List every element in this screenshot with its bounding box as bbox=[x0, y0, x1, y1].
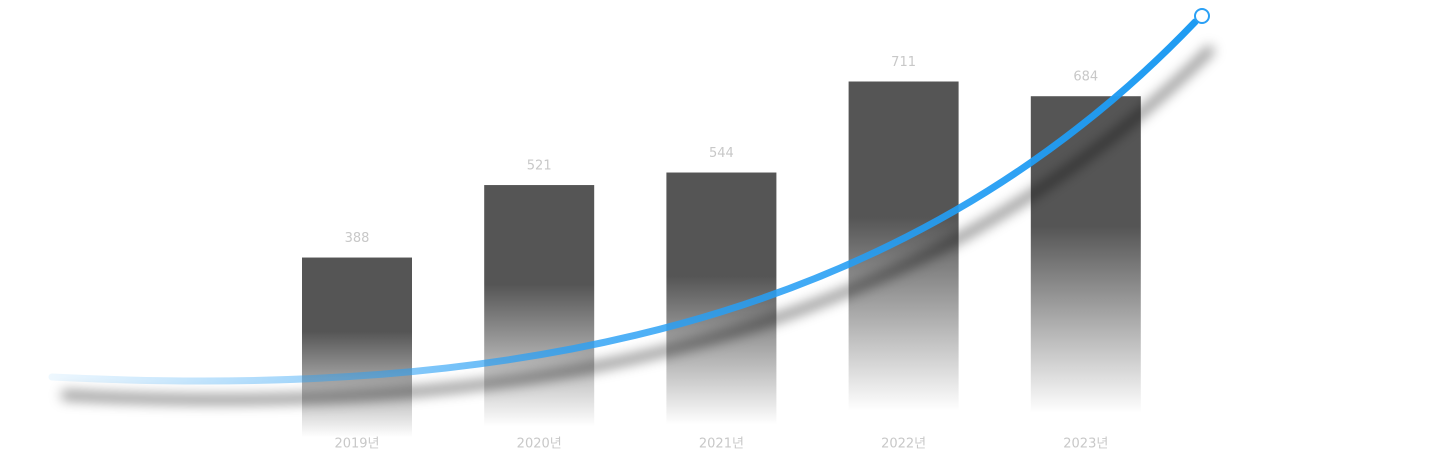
x-tick-label: 2023년 bbox=[1063, 437, 1108, 451]
value-label: 544 bbox=[709, 146, 734, 161]
x-tick-label: 2019년 bbox=[334, 437, 379, 451]
curve-end-dot bbox=[1194, 8, 1210, 24]
x-tick-label: 2021년 bbox=[699, 437, 744, 451]
bar bbox=[302, 257, 412, 451]
value-label: 684 bbox=[1073, 70, 1098, 85]
trend-curve bbox=[48, 18, 1199, 385]
value-label: 711 bbox=[891, 55, 916, 70]
value-label: 388 bbox=[345, 231, 370, 246]
curve-shadow bbox=[61, 44, 1216, 405]
bars bbox=[302, 81, 1141, 451]
value-label: 521 bbox=[527, 159, 552, 174]
x-tick-label: 2022년 bbox=[881, 437, 926, 451]
x-tick-label: 2020년 bbox=[517, 437, 562, 451]
bar bbox=[484, 185, 595, 451]
